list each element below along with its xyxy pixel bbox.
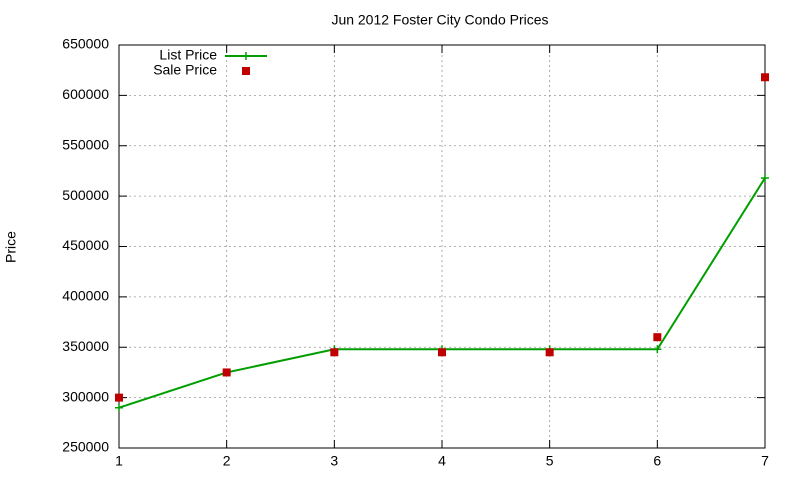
- y-tick-label: 400000: [62, 288, 109, 304]
- legend-marker: [242, 52, 250, 60]
- point-marker: [761, 73, 769, 82]
- x-tick-label: 5: [546, 453, 554, 469]
- y-tick-label: 500000: [62, 187, 109, 203]
- point-marker: [545, 348, 554, 357]
- y-tick-label: 650000: [62, 36, 109, 52]
- x-tick-label: 7: [761, 453, 769, 469]
- y-tick-label: 300000: [62, 388, 109, 404]
- legend-marker: [242, 67, 250, 75]
- legend-label: Sale Price: [153, 62, 217, 78]
- x-tick-label: 3: [330, 453, 338, 469]
- y-tick-label: 550000: [62, 136, 109, 152]
- y-tick-label: 600000: [62, 86, 109, 102]
- legend-label: List Price: [159, 47, 217, 63]
- x-tick-label: 6: [653, 453, 661, 469]
- point-marker: [761, 173, 769, 182]
- series-line: [118, 177, 766, 409]
- plot-frame: [118, 44, 766, 449]
- point-marker: [653, 345, 662, 354]
- y-tick-label: 250000: [62, 439, 109, 455]
- y-tick-label: 450000: [62, 237, 109, 253]
- chart-title: Jun 2012 Foster City Condo Prices: [331, 12, 548, 28]
- point-marker: [653, 333, 662, 342]
- point-marker: [115, 393, 123, 402]
- point-marker: [330, 348, 339, 357]
- x-tick-label: 4: [438, 453, 446, 469]
- x-tick-label: 1: [115, 453, 123, 469]
- y-tick-label: 350000: [62, 338, 109, 354]
- y-axis-label: Price: [3, 231, 19, 263]
- point-marker: [222, 368, 231, 377]
- point-marker: [438, 348, 446, 357]
- x-tick-label: 2: [223, 453, 231, 469]
- point-marker: [115, 403, 123, 412]
